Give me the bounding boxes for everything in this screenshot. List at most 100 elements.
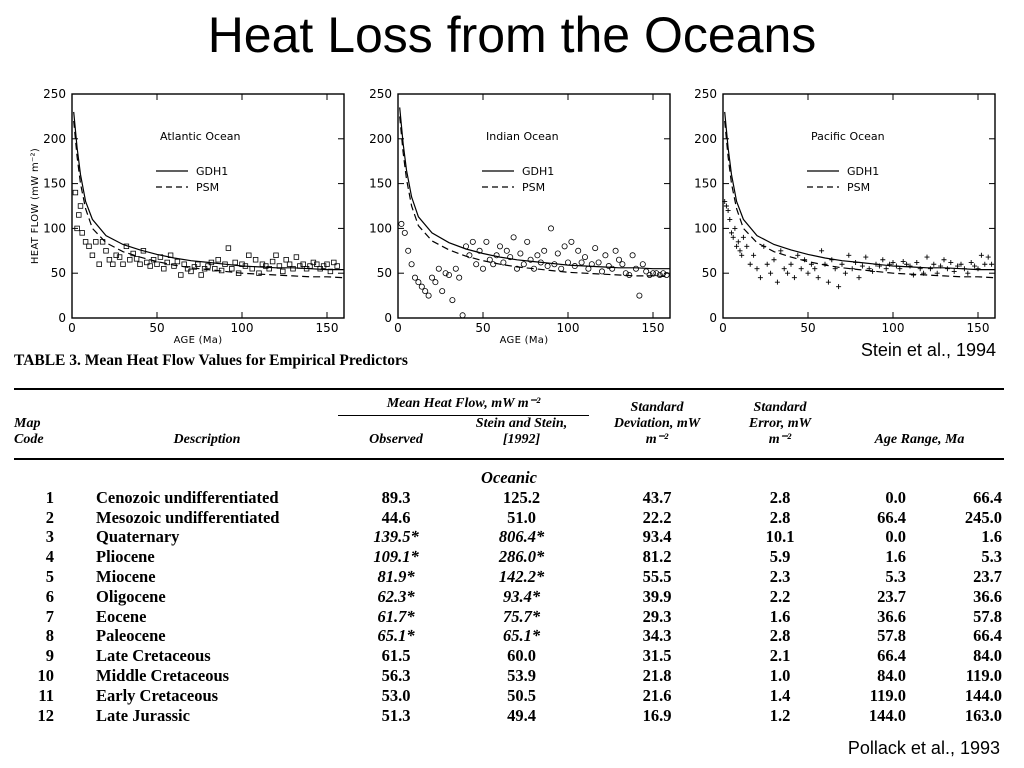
y-tick-label: 0	[709, 311, 717, 325]
data-point	[890, 259, 896, 265]
cell-map-code: 4	[45, 547, 54, 567]
data-point	[561, 243, 568, 250]
data-point	[483, 238, 490, 245]
data-point	[812, 266, 818, 272]
data-point	[904, 261, 910, 267]
table-body: Oceanic 1 Cenozoic undifferentiated 89.3 12…	[14, 459, 1004, 725]
series-line-psm	[724, 120, 996, 279]
data-point	[113, 252, 119, 258]
data-point	[276, 263, 283, 269]
cell-age-min: 66.4	[877, 646, 906, 666]
data-point	[286, 261, 293, 267]
data-point	[256, 270, 262, 276]
cell-observed: 81.9*	[377, 566, 415, 586]
x-axis-label: AGE (Ma)	[500, 335, 549, 346]
table-row: 4 Pliocene 109.1* 286.0* 81.2 5.9 1.6 5.3	[14, 547, 1004, 567]
data-point	[581, 254, 588, 261]
data-point	[188, 268, 194, 275]
x-tick-label: 50	[149, 321, 164, 335]
atlantic-ocean-chart: 0 50 100 150 200 250 0 50 100 150 AGE (Ma) HEAT FLO…	[30, 87, 345, 346]
data-point	[761, 243, 767, 249]
table-row: 9 Late Cretaceous 61.5 60.0 31.5 2.1 66.4 84.0	[14, 646, 1004, 666]
data-point	[77, 203, 84, 209]
data-point	[785, 270, 791, 276]
data-point	[853, 259, 859, 265]
data-point	[656, 271, 663, 278]
data-point	[442, 270, 449, 277]
table-header-rule	[14, 457, 1004, 459]
data-point	[76, 212, 82, 218]
y-tick-label: 50	[377, 266, 392, 280]
data-point	[639, 261, 646, 268]
pacific-ocean-plot: 0 50 100 150 200 250 0 50 100 150 Pacific Ocean GDH…	[665, 82, 1000, 344]
data-point	[222, 261, 228, 267]
data-point	[513, 265, 520, 272]
data-point	[469, 238, 476, 245]
series-line-psm	[399, 116, 671, 278]
header-stein-text: Stein and Stein, [1992]	[475, 416, 568, 447]
data-point	[429, 274, 436, 281]
header-description: Description	[173, 432, 241, 447]
data-point	[727, 216, 733, 222]
data-point	[592, 245, 599, 252]
data-point	[989, 261, 995, 267]
table-caption: TABLE 3. Mean Heat Flow Values for Empir…	[14, 352, 408, 369]
data-point	[948, 259, 954, 265]
data-point	[643, 268, 650, 275]
cell-std-err: 1.4	[769, 685, 791, 705]
x-tick-label: 100	[557, 321, 580, 335]
data-point	[842, 270, 848, 276]
data-point	[140, 248, 147, 254]
data-point	[893, 263, 899, 269]
legend-label: GDH1	[522, 165, 554, 178]
data-point	[571, 263, 578, 270]
slide-title: Heat Loss from the Oceans	[207, 7, 817, 63]
data-point	[171, 263, 177, 269]
data-point	[619, 261, 626, 268]
heat-flow-table: Map Code Description Mean Heat Flow, mW …	[14, 388, 1004, 725]
data-point	[907, 263, 913, 269]
cell-std-err: 1.6	[769, 606, 791, 626]
data-point	[93, 239, 99, 245]
data-point	[249, 266, 255, 272]
data-point	[466, 252, 473, 259]
cell-map-code: 1	[45, 487, 54, 507]
header-std-dev-text: Standard Deviation, mW m⁻²	[613, 400, 701, 447]
data-point	[859, 263, 865, 269]
data-point	[595, 259, 602, 266]
data-point	[507, 254, 514, 261]
cell-stein: 142.2*	[498, 566, 545, 586]
plot-frame	[397, 93, 671, 319]
section-row: Oceanic	[14, 459, 1004, 488]
data-point	[880, 257, 886, 263]
data-point	[476, 247, 483, 254]
data-point	[435, 265, 442, 272]
data-point	[232, 259, 238, 266]
data-point	[649, 270, 656, 277]
y-tick-label: 0	[58, 311, 66, 325]
data-point	[459, 312, 466, 319]
cell-age-min: 84.0	[877, 665, 906, 685]
cell-std-err: 1.0	[769, 665, 791, 685]
cell-age-min: 144.0	[868, 705, 906, 725]
cell-std-dev: 21.8	[642, 665, 672, 685]
data-point	[242, 263, 249, 269]
x-tick-label: 150	[642, 321, 665, 335]
cell-description: Paleocene	[96, 626, 166, 646]
cell-description: Cenozoic undifferentiated	[96, 487, 279, 507]
cell-description: Eocene	[96, 606, 147, 626]
data-point	[934, 270, 940, 276]
legend-label: PSM	[196, 181, 219, 194]
header-std-err-text: Standard Error, mW m⁻²	[748, 400, 812, 447]
data-point	[564, 259, 571, 266]
cell-std-err: 2.8	[769, 487, 791, 507]
cell-stein: 50.5	[507, 685, 536, 705]
data-point	[452, 265, 459, 272]
y-tick-label: 250	[694, 87, 717, 101]
data-point	[725, 207, 731, 213]
table-row: 7 Eocene 61.7* 75.7* 29.3 1.6 36.6 57.8	[14, 607, 1004, 627]
data-point	[771, 257, 777, 263]
data-point	[588, 261, 595, 268]
cell-age-max: 36.6	[973, 586, 1002, 606]
cell-stein: 60.0	[507, 646, 536, 666]
